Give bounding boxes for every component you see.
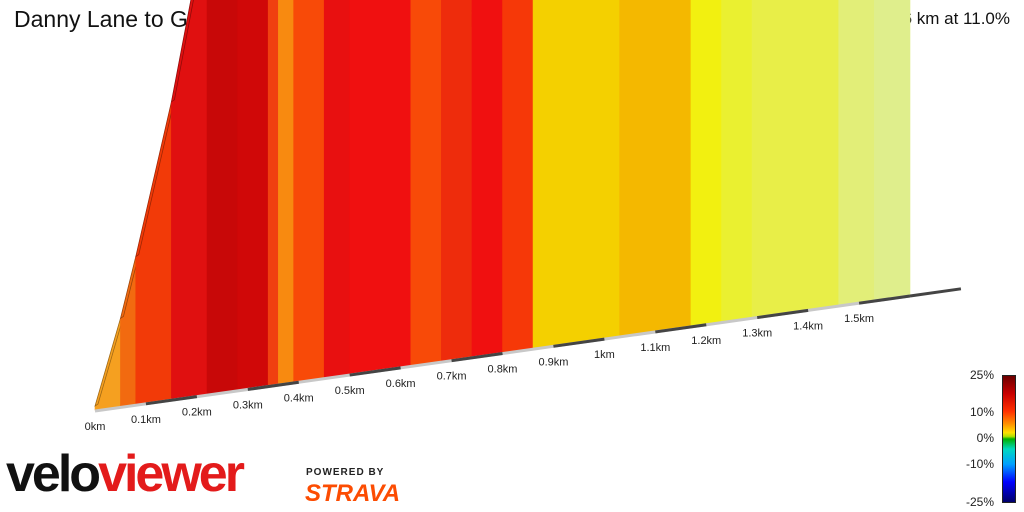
- gradient-segment: [267, 0, 279, 386]
- legend-label-10: 10%: [969, 405, 994, 419]
- distance-ticks: 0km 0.1km 0.2km 0.3km 0.4km 0.5km 0.6km 0.7km 0.…: [85, 287, 962, 433]
- x-tick-label: 1.4km: [793, 320, 823, 332]
- x-tick-label: 0.6km: [386, 378, 416, 390]
- gradient-segment: [441, 0, 473, 362]
- x-tick-label: 0km: [85, 421, 106, 433]
- gradient-segment: [874, 0, 911, 301]
- baseline-band: [858, 294, 911, 305]
- legend-label-minus-10: -10%: [965, 457, 994, 471]
- x-tick-label: 0.5km: [335, 385, 365, 397]
- x-tick-label: 1.3km: [742, 328, 772, 340]
- x-tick-label: 1km: [594, 349, 615, 361]
- logo-velo: velo: [6, 445, 101, 503]
- gradient-segment: [721, 0, 753, 322]
- gradient-segment: [349, 0, 412, 375]
- gradient-segment: [532, 0, 620, 349]
- gradient-segment: [278, 0, 294, 385]
- baseline-band: [756, 308, 809, 320]
- gradient-segment: [293, 0, 325, 383]
- gradient-segment: [120, 256, 137, 407]
- gradient-legend-bar: [1002, 375, 1016, 503]
- x-tick-label: 0.2km: [182, 407, 212, 419]
- strava-logo[interactable]: STRAVA: [305, 480, 401, 507]
- legend-label-25: 25%: [969, 368, 994, 382]
- baseline-band: [247, 380, 299, 391]
- gradient-segment: [690, 0, 722, 327]
- gradient-segment: [171, 0, 208, 400]
- gradient-segment: [751, 0, 839, 318]
- gradient-segment: [619, 0, 692, 337]
- veloviewer-logo[interactable]: veloviewer: [6, 445, 245, 503]
- x-tick-label: 1.1km: [640, 342, 670, 354]
- x-tick-label: 0.9km: [538, 356, 568, 368]
- x-tick-label: 0.4km: [284, 392, 314, 404]
- x-tick-label: 1.2km: [691, 335, 721, 347]
- baseline-band: [553, 337, 605, 348]
- x-tick-label: 1.5km: [844, 313, 874, 325]
- powered-by-label: POWERED BY: [306, 467, 385, 478]
- gradient-segment: [206, 0, 238, 395]
- baseline-band: [145, 395, 198, 406]
- gradient-segments: [94, 0, 911, 411]
- x-tick-label: 0.1km: [131, 414, 161, 426]
- baseline-band: [655, 323, 707, 334]
- gradient-segment: [410, 0, 442, 366]
- segment-top-edge: [170, 0, 194, 103]
- baseline-band: [451, 352, 503, 363]
- gradient-segment: [502, 0, 534, 353]
- gradient-segment: [237, 0, 269, 391]
- baseline-band: [909, 287, 962, 298]
- gradient-segment: [135, 101, 172, 405]
- x-tick-label: 0.8km: [488, 364, 518, 376]
- segment-summary: 1.6 km at 11.0%: [888, 9, 1010, 28]
- gradient-segment: [323, 0, 350, 379]
- legend-label-minus-25: -25%: [965, 495, 994, 509]
- baseline-band: [349, 366, 401, 377]
- logo-viewer: viewer: [98, 445, 245, 503]
- gradient-segment: [471, 0, 503, 358]
- legend-label-0: 0%: [976, 431, 994, 445]
- x-tick-label: 0.7km: [437, 371, 467, 383]
- x-tick-label: 0.3km: [233, 399, 263, 411]
- gradient-segment: [838, 0, 875, 306]
